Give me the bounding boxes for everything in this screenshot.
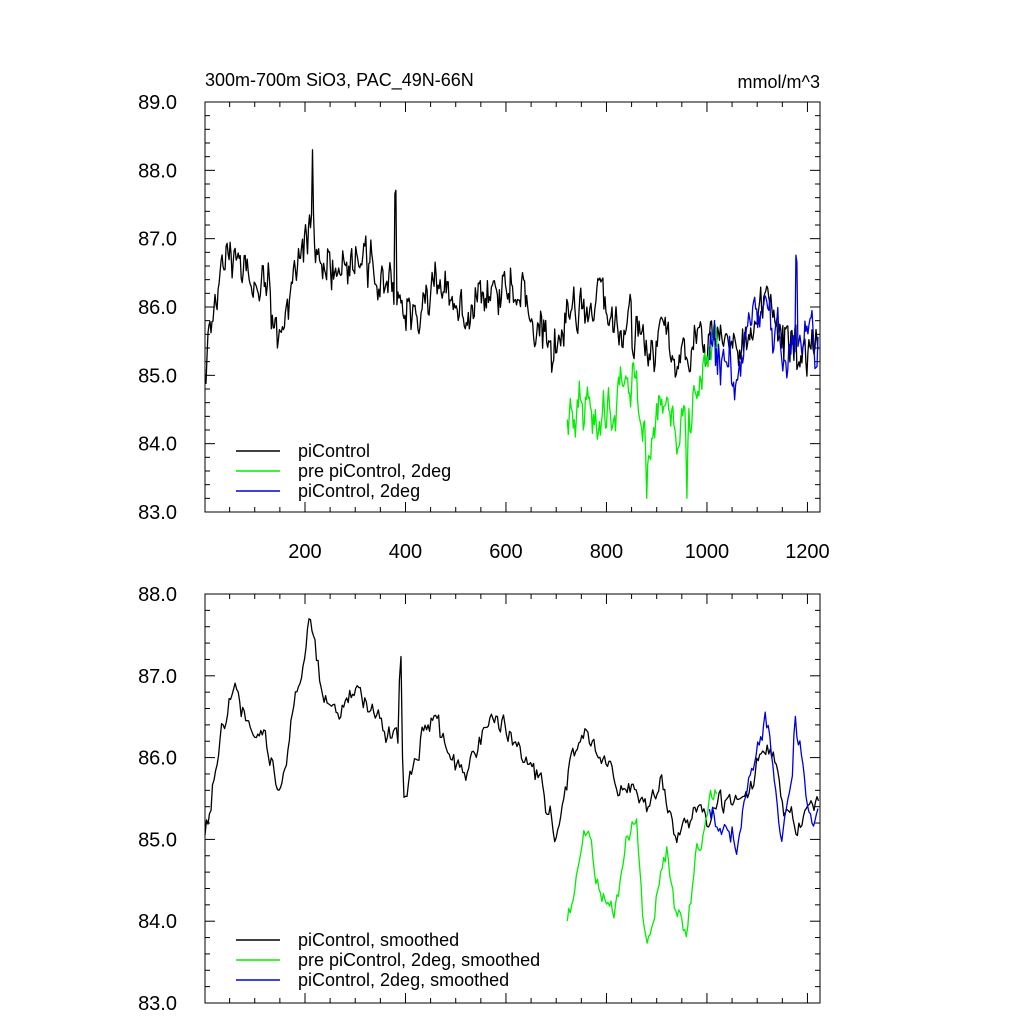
legend-label: piControl	[298, 441, 370, 461]
series-line-2	[708, 711, 819, 856]
legend-label: piControl, 2deg	[298, 481, 420, 501]
units-label: mmol/m^3	[738, 72, 820, 92]
x-tick-label: 600	[489, 541, 522, 563]
plot-frame	[204, 593, 821, 1004]
legend-label: pre piControl, 2deg	[298, 461, 451, 481]
series-line-0	[204, 149, 819, 384]
y-tick-label: 84.0	[138, 911, 177, 933]
series-line-2	[708, 254, 819, 401]
y-tick-label: 88.0	[138, 160, 177, 182]
x-tick-label: 800	[590, 541, 623, 563]
y-tick-label: 83.0	[138, 502, 177, 524]
y-tick-label: 83.0	[138, 993, 177, 1015]
y-tick-label: 85.0	[138, 829, 177, 851]
y-tick-label: 87.0	[138, 229, 177, 251]
legend-label: pre piControl, 2deg, smoothed	[298, 950, 540, 970]
series-line-1	[566, 789, 718, 944]
y-tick-label: 84.0	[138, 434, 177, 456]
legend-label: piControl, smoothed	[298, 930, 459, 950]
y-tick-label: 86.0	[138, 748, 177, 770]
x-tick-label: 200	[288, 541, 321, 563]
x-tick-label: 1000	[685, 541, 730, 563]
x-tick-label: 400	[389, 541, 422, 563]
series-line-0	[204, 618, 820, 844]
chart-title: 300m-700m SiO3, PAC_49N-66N	[205, 70, 474, 91]
series-line-1	[566, 323, 718, 499]
y-tick-label: 85.0	[138, 365, 177, 387]
legend-label: piControl, 2deg, smoothed	[298, 970, 509, 990]
x-tick-label: 1200	[785, 541, 830, 563]
y-tick-label: 86.0	[138, 297, 177, 319]
y-tick-label: 89.0	[138, 92, 177, 114]
bottom-panel: 83.0 84.0 85.0 86.0 87.0 88.0 piControl, smoot…	[138, 584, 821, 1015]
y-tick-label: 87.0	[138, 666, 177, 688]
y-tick-label: 88.0	[138, 584, 177, 606]
top-panel: 83.0 84.0 85.0 86.0 87.0 88.0 89.0 200 400 600 800…	[138, 70, 830, 563]
